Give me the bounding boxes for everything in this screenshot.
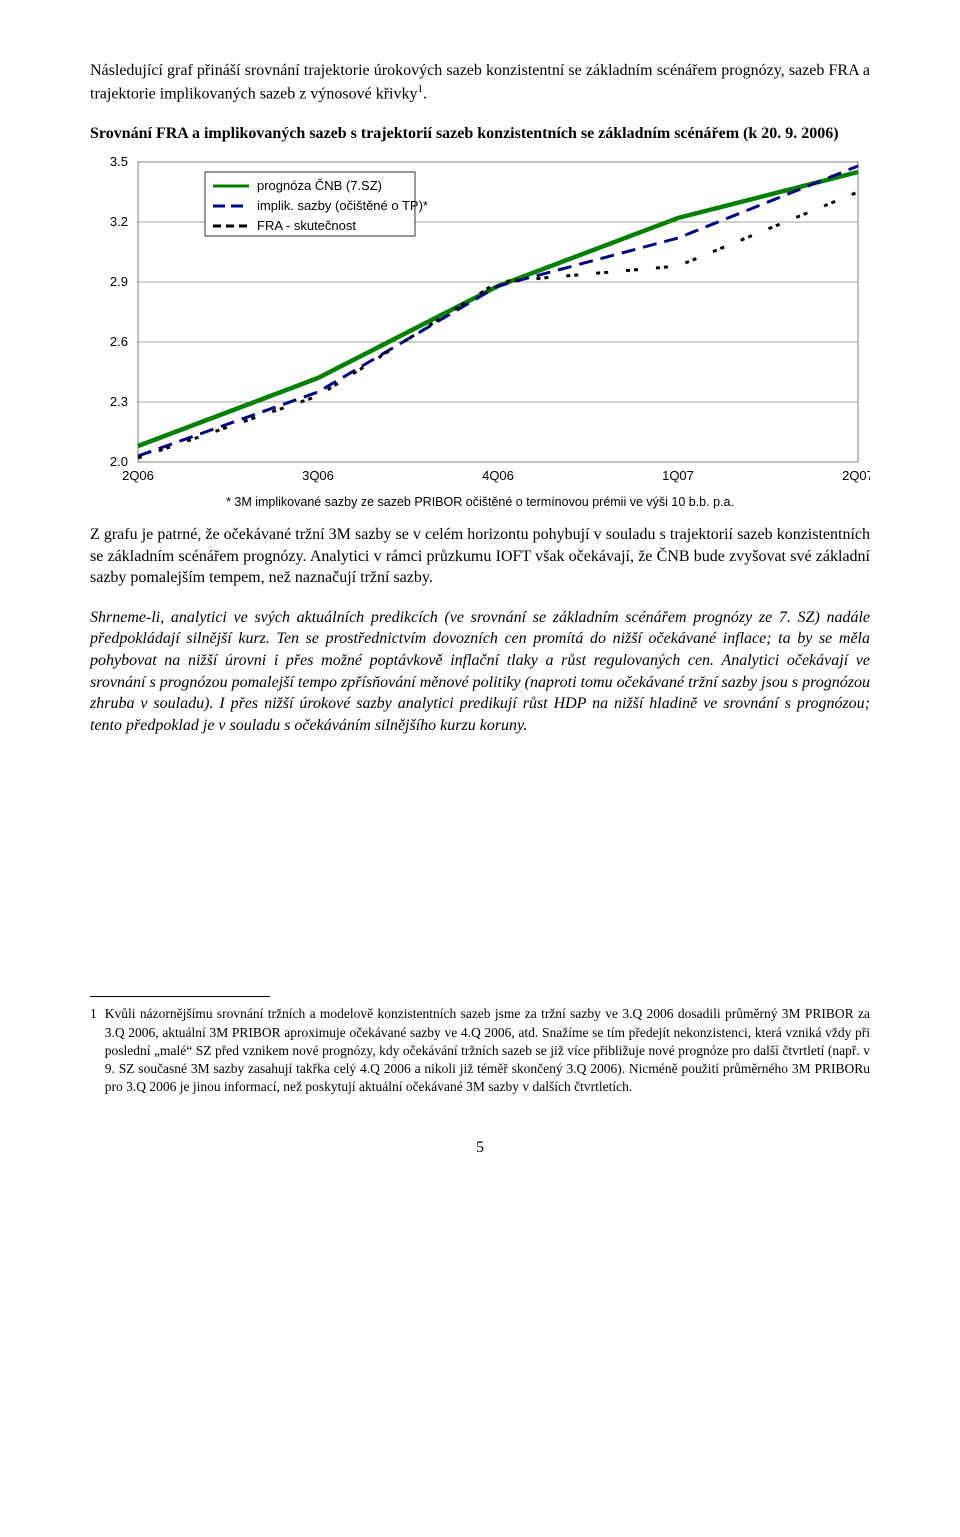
svg-text:3.2: 3.2: [110, 214, 128, 229]
chart-title: Srovnání FRA a implikovaných sazeb s tra…: [90, 123, 870, 145]
paragraph-2: Z grafu je patrné, že očekávané tržní 3M…: [90, 524, 870, 589]
svg-text:2.3: 2.3: [110, 394, 128, 409]
svg-text:2Q06: 2Q06: [122, 468, 154, 483]
rates-chart: 2.0 2.3 2.6 2.9 3.2 3.5 2Q06 3Q06 4Q06 1Q07 2Q07 pr…: [90, 152, 870, 512]
svg-text:4Q06: 4Q06: [482, 468, 514, 483]
svg-text:2Q07: 2Q07: [842, 468, 870, 483]
footnote: 1 Kvůli názornějšímu srovnání tržních a …: [90, 1005, 870, 1096]
svg-text:2.9: 2.9: [110, 274, 128, 289]
intro-end: .: [423, 85, 427, 102]
page-number: 5: [90, 1137, 870, 1159]
paragraph-3: Shrneme-li, analytici ve svých aktuálníc…: [90, 607, 870, 737]
svg-text:2.6: 2.6: [110, 334, 128, 349]
svg-text:prognóza ČNB (7.SZ): prognóza ČNB (7.SZ): [257, 178, 382, 193]
footnote-text: Kvůli názornějšímu srovnání tržních a mo…: [105, 1005, 870, 1096]
svg-text:1Q07: 1Q07: [662, 468, 694, 483]
intro-paragraph: Následující graf přináší srovnání trajek…: [90, 60, 870, 105]
svg-text:3Q06: 3Q06: [302, 468, 334, 483]
chart-container: 2.0 2.3 2.6 2.9 3.2 3.5 2Q06 3Q06 4Q06 1Q07 2Q07 pr…: [90, 152, 870, 512]
svg-text:* 3M implikované sazby ze saze: * 3M implikované sazby ze sazeb PRIBOR o…: [226, 495, 734, 509]
footnote-separator: [90, 996, 270, 997]
footnote-marker: 1: [90, 1005, 97, 1096]
intro-text: Následující graf přináší srovnání trajek…: [90, 62, 870, 102]
svg-text:2.0: 2.0: [110, 454, 128, 469]
svg-text:implik. sazby (očištěné o TP)*: implik. sazby (očištěné o TP)*: [257, 198, 428, 213]
svg-text:3.5: 3.5: [110, 154, 128, 169]
svg-text:FRA - skutečnost: FRA - skutečnost: [257, 218, 356, 233]
